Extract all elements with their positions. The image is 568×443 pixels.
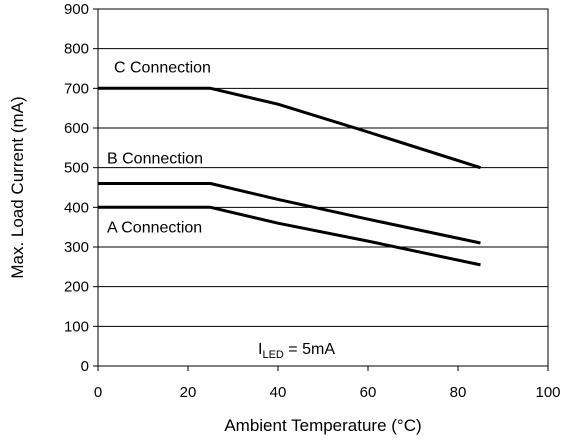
x-axis-title: Ambient Temperature (°C): [224, 416, 421, 435]
y-tick-label-500: 500: [64, 160, 89, 177]
series-line-c-connection: [98, 86, 481, 170]
y-tick-label-300: 300: [64, 239, 89, 256]
annotation-subscript: LED: [262, 349, 283, 361]
y-tick-label-900: 900: [64, 1, 89, 18]
iled-annotation: ILED = 5mA: [258, 341, 335, 361]
series-lines: [98, 86, 481, 267]
annotation-base: I: [258, 341, 262, 358]
y-tick-label-700: 700: [64, 80, 89, 97]
series-line-b-connection: [98, 182, 481, 245]
x-tick-label-80: 80: [450, 384, 467, 401]
y-tick-label-200: 200: [64, 279, 89, 296]
y-tick-label-100: 100: [64, 318, 89, 335]
y-tick-label-600: 600: [64, 120, 89, 137]
y-tick-label-800: 800: [64, 41, 89, 58]
tick-labels: 0 100 200 300 400 500 600 700 800 900 0 20 40 60 80 100: [64, 1, 561, 401]
x-tick-label-20: 20: [180, 384, 197, 401]
x-tick-label-100: 100: [535, 384, 560, 401]
series-line-a-connection: [98, 205, 481, 267]
x-tick-label-40: 40: [270, 384, 287, 401]
series-label-a-connection: A Connection: [107, 219, 202, 236]
series-labels: C Connection B Connection A Connection: [107, 59, 211, 236]
y-tick-label-400: 400: [64, 199, 89, 216]
series-label-c-connection: C Connection: [114, 59, 211, 76]
annotation-value: = 5mA: [284, 341, 335, 358]
x-tick-label-60: 60: [360, 384, 377, 401]
y-axis-title: Max. Load Current (mA): [8, 96, 27, 278]
y-tick-label-0: 0: [81, 358, 89, 375]
series-label-b-connection: B Connection: [107, 151, 203, 168]
plot-area-frame: [97, 8, 549, 367]
gridlines: [98, 48, 548, 327]
x-tick-label-0: 0: [94, 384, 102, 401]
